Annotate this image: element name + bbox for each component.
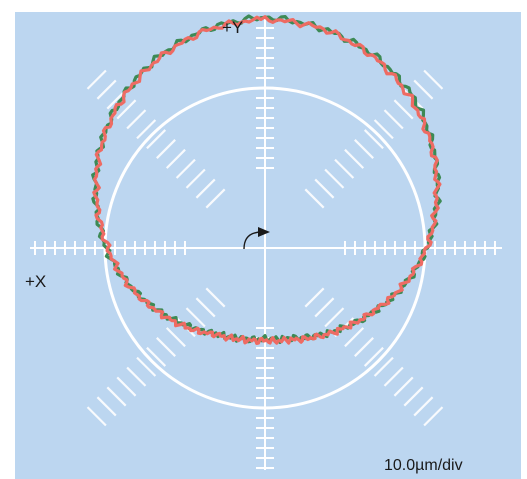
diagonal-tick — [205, 188, 226, 209]
diagonal-tick — [354, 139, 374, 159]
diagonal-tick — [403, 386, 424, 407]
diagonal-tick — [314, 297, 335, 318]
diagonal-tick — [126, 109, 147, 130]
diagonal-tick — [334, 158, 355, 179]
diagonal-tick — [413, 79, 434, 100]
diagonal-tick — [195, 178, 216, 199]
diagonal-tick — [413, 396, 434, 417]
diagonal-tick — [185, 307, 206, 328]
rotation-direction-arrow — [243, 227, 270, 250]
diagonal-tick — [373, 119, 394, 140]
diagonal-tick — [136, 356, 157, 377]
diagonal-tick — [195, 297, 216, 318]
diagonal-tick — [156, 139, 176, 159]
diagonal-tick — [185, 168, 206, 189]
diagonal-tick — [205, 287, 226, 308]
diagonal-tick — [106, 386, 127, 407]
diagonal-tick — [86, 406, 107, 427]
diagonal-tick — [116, 376, 137, 397]
diagonal-tick — [96, 79, 117, 100]
series-red-trace — [92, 15, 442, 345]
diagonal-tick — [165, 148, 186, 169]
diagonal-tick-marks — [86, 69, 444, 427]
y-axis-label: +Y — [222, 18, 243, 37]
series-green-trace — [91, 14, 442, 344]
diagonal-tick — [314, 178, 335, 199]
diagonal-tick — [146, 346, 167, 367]
direction-arrowhead — [258, 227, 270, 237]
x-axis-label: +X — [25, 272, 46, 291]
diagonal-tick — [354, 337, 374, 357]
diagonal-tick — [156, 337, 176, 357]
diagonal-tick — [344, 148, 365, 169]
diagonal-tick — [363, 346, 384, 367]
diagonal-tick — [393, 99, 414, 120]
diagonal-tick — [423, 69, 444, 90]
diagonal-tick — [304, 287, 325, 308]
diagonal-tick — [324, 307, 345, 328]
diagonal-tick — [344, 327, 365, 348]
diagonal-tick — [373, 356, 394, 377]
diagonal-tick — [383, 366, 404, 387]
diagonal-tick — [116, 99, 137, 120]
diagonal-tick — [165, 327, 186, 348]
diagonal-tick — [324, 168, 345, 189]
diagonal-tick — [423, 406, 444, 427]
diagonal-tick — [86, 69, 107, 90]
diagonal-tick — [304, 188, 325, 209]
diagonal-tick — [146, 129, 167, 150]
diagonal-tick — [96, 396, 117, 417]
diagonal-tick — [363, 129, 384, 150]
plot-panel — [15, 12, 521, 479]
diagonal-tick — [136, 119, 157, 140]
diagonal-tick — [175, 158, 196, 179]
diagonal-tick — [383, 109, 404, 130]
diagonal-tick — [393, 376, 414, 397]
axis-layer — [30, 18, 502, 470]
diagonal-tick — [126, 366, 147, 387]
series-layer — [91, 14, 442, 345]
scale-label: 10.0µm/div — [384, 457, 463, 474]
